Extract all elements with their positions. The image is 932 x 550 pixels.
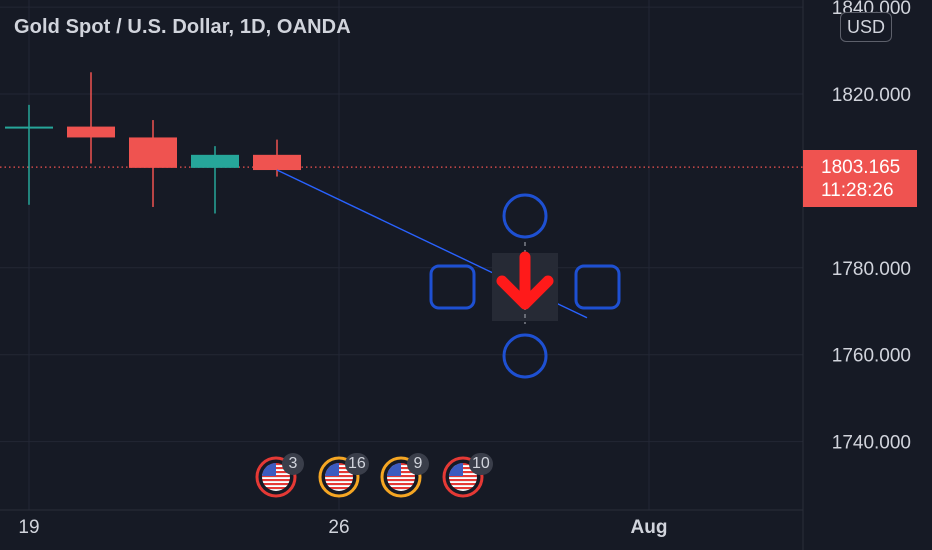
event-icons [255, 456, 484, 498]
grid [0, 0, 803, 510]
price-tick-label: 1740.000 [832, 433, 911, 454]
currency-button[interactable]: USD [840, 12, 892, 42]
flag-stripe [262, 485, 290, 487]
flag-stripe [387, 477, 415, 479]
flag-stripe [325, 489, 353, 491]
time-tick-label: Aug [631, 517, 668, 538]
candle [129, 120, 177, 207]
flag-stripe [262, 477, 290, 479]
flag [387, 463, 415, 491]
flag-stripe [325, 479, 353, 482]
flag [325, 463, 353, 491]
candle [67, 72, 115, 164]
candle-body [129, 137, 177, 168]
rotate-handle-top [502, 193, 548, 239]
down-arrow-icon [496, 251, 554, 310]
flag-stripe [449, 487, 477, 490]
flag-stripe [325, 477, 353, 479]
flag-stripe [262, 483, 290, 486]
time-tick-label: 19 [18, 517, 39, 538]
candle-body [253, 154, 301, 171]
rotate-handle-bottom [502, 333, 548, 379]
candle-body [67, 126, 115, 138]
flag-stripe [325, 485, 353, 487]
resize-handle-right [574, 264, 621, 310]
flag-stripe [325, 483, 353, 486]
price-tick-label: 1760.000 [832, 346, 911, 367]
flag-stripe [449, 475, 477, 478]
flag-stripe [387, 475, 415, 478]
flag-stripe [387, 481, 415, 483]
flag-stripe [262, 475, 290, 478]
flag-stripe [449, 477, 477, 479]
flag-stripe [262, 489, 290, 491]
price-tick-label: 1820.000 [832, 85, 911, 106]
flag-stripe [262, 479, 290, 482]
bar-countdown: 11:28:26 [821, 180, 894, 201]
flag-stripe [449, 489, 477, 491]
flag-stripe [449, 483, 477, 486]
resize-handle-left [429, 264, 476, 310]
event-count-badge: 16 [345, 453, 369, 475]
flag-stripe [449, 479, 477, 482]
candle-body [191, 154, 239, 168]
event-count-badge: 9 [407, 453, 429, 475]
event-count-badge: 10 [469, 453, 493, 475]
flag-stripe [387, 487, 415, 490]
flag-stripe [449, 485, 477, 487]
flag-stripe [387, 483, 415, 486]
flag-stripe [387, 479, 415, 482]
time-tick-label: 26 [328, 517, 349, 538]
flag-stripe [325, 487, 353, 490]
last-price-value: 1803.165 [821, 157, 901, 178]
candle-body [5, 126, 53, 129]
candle [253, 139, 301, 177]
price-tick-label: 1780.000 [832, 259, 911, 280]
flag-stripe [449, 481, 477, 483]
flag-stripe [387, 489, 415, 491]
flag-stripe [262, 481, 290, 483]
last-price-tag: 1803.165 11:28:26 [803, 150, 917, 207]
flag-stripe [387, 485, 415, 487]
candles [5, 72, 301, 214]
candle [5, 104, 53, 205]
flag-stripe [262, 487, 290, 490]
drawing-overlay [429, 193, 621, 379]
candle [191, 146, 239, 214]
chart-title: Gold Spot / U.S. Dollar, 1D, OANDA [14, 16, 351, 38]
flag [262, 463, 290, 491]
flag-stripe [325, 475, 353, 478]
event-count-badge: 3 [282, 453, 304, 475]
flag-stripe [325, 481, 353, 483]
